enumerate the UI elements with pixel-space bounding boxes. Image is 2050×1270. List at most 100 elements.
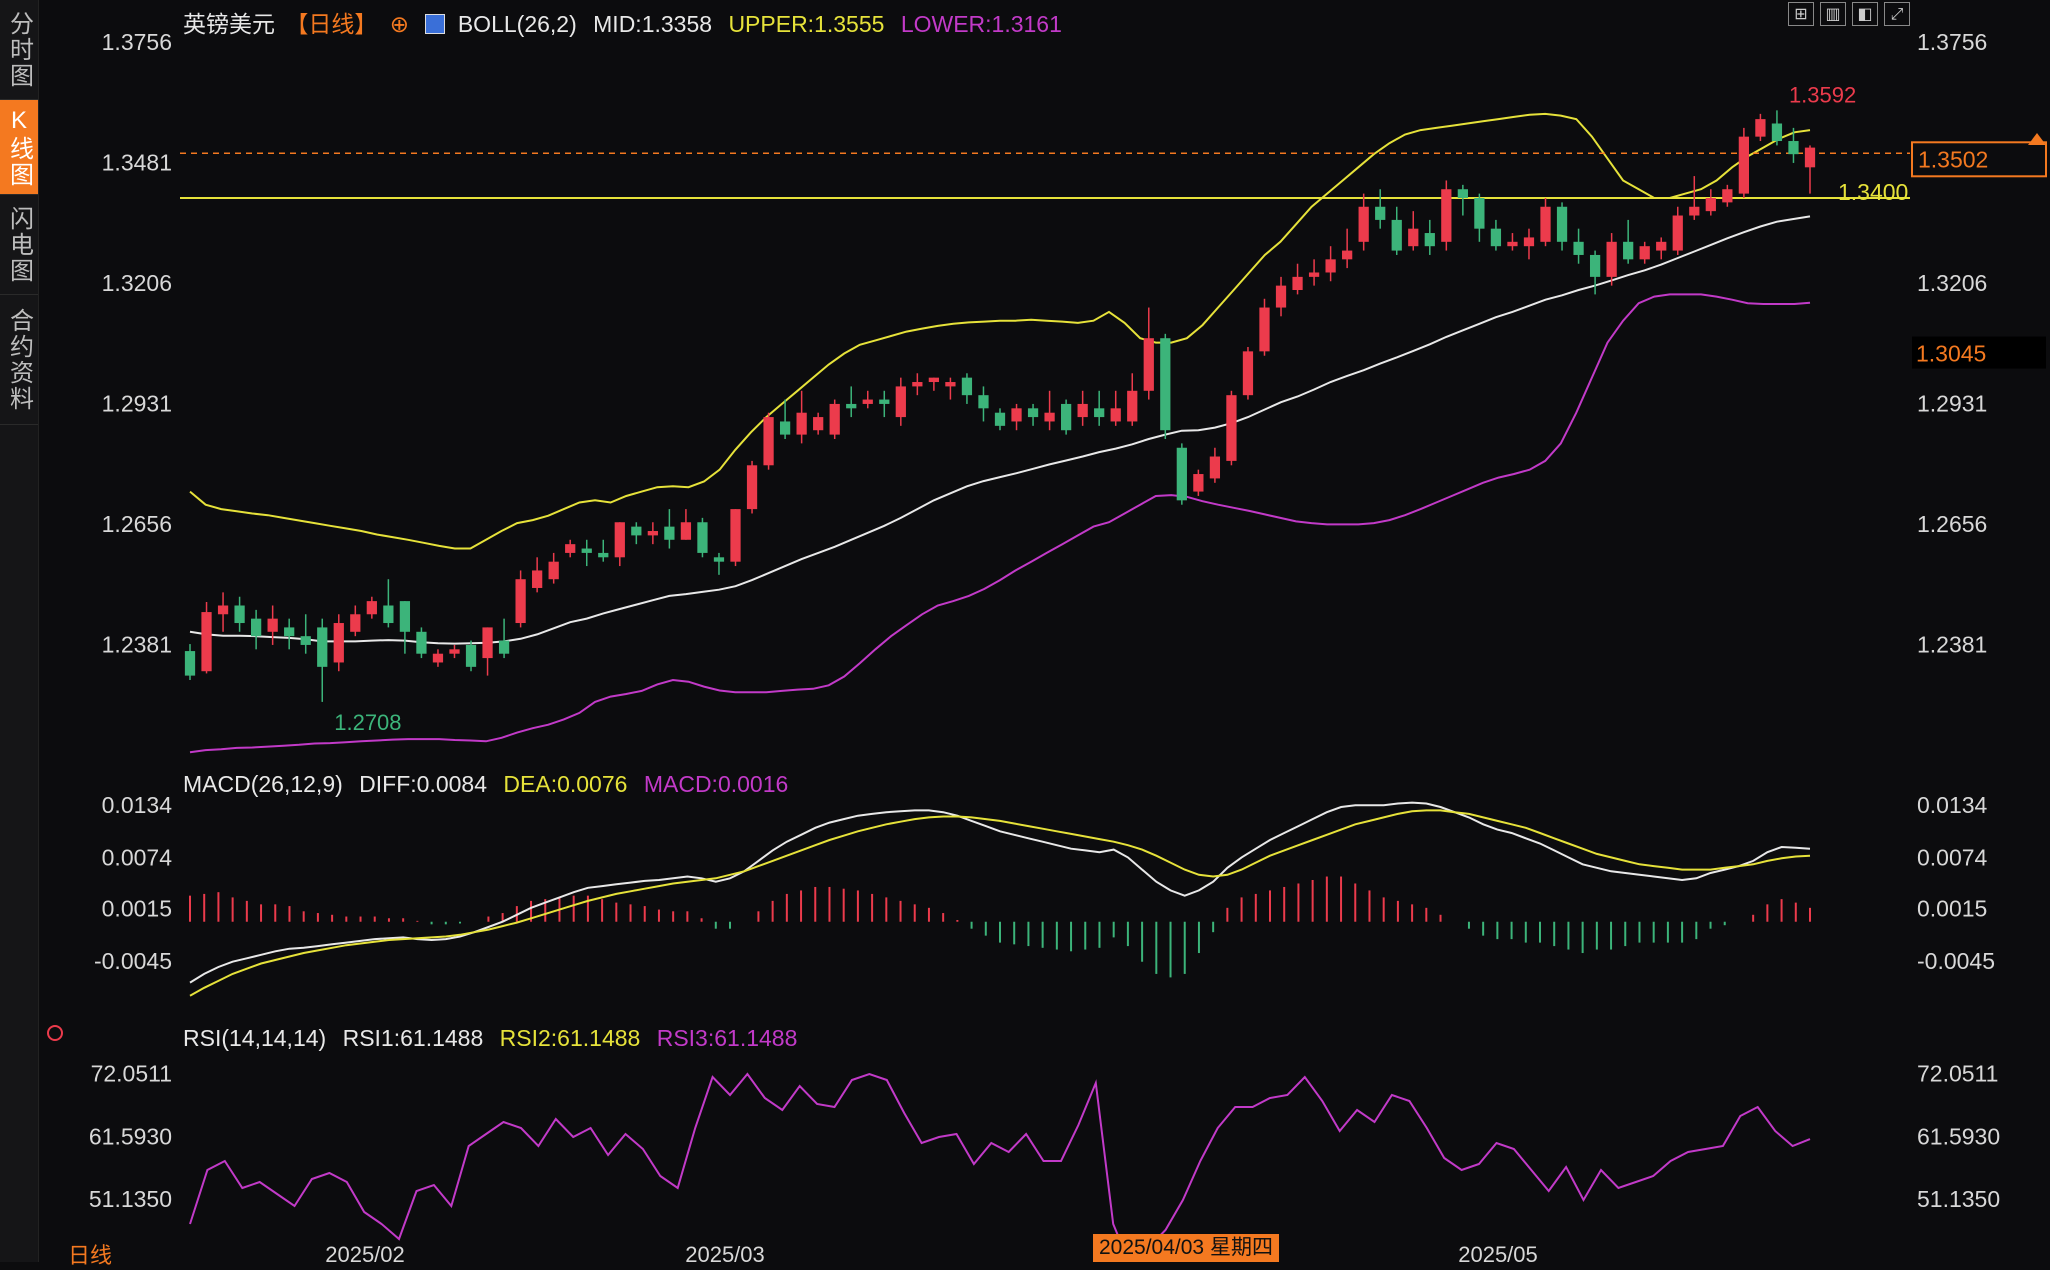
candle-body xyxy=(912,382,923,387)
candle-body xyxy=(250,618,262,637)
macd-y-tick-right: 0.0074 xyxy=(1917,844,1988,870)
rsi-label: RSI(14,14,14) xyxy=(183,1025,327,1051)
candle-body xyxy=(994,412,1006,426)
candle-body xyxy=(1705,197,1716,212)
tab-flash-chart[interactable]: 闪电图 xyxy=(0,195,38,295)
high-annotation: 1.3592 xyxy=(1789,82,1856,107)
crosshair-price-tag-box xyxy=(1912,336,2046,369)
candle-body xyxy=(879,399,890,404)
period-label[interactable]: 【日线】 xyxy=(285,11,378,37)
y-tick-left: 1.3756 xyxy=(102,29,172,55)
candle-body xyxy=(1160,338,1171,431)
y-tick-left: 1.3206 xyxy=(102,270,172,296)
macd-y-tick-right: 0.0134 xyxy=(1917,792,1988,818)
candle-body xyxy=(647,531,658,536)
candle-body xyxy=(961,377,973,396)
boll-label: BOLL(26,2) xyxy=(457,11,577,37)
rsi-y-tick-left: 61.5930 xyxy=(89,1123,172,1149)
candle-body xyxy=(697,522,708,553)
candle-body xyxy=(1804,147,1816,168)
candle-body xyxy=(1523,237,1535,247)
candle-body xyxy=(284,627,295,637)
tab-kline-chart[interactable]: K线图 xyxy=(0,100,38,195)
symbol-label: 英镑美元 xyxy=(183,11,275,37)
boll-lower: LOWER:1.3161 xyxy=(900,11,1062,37)
candle-body xyxy=(763,417,774,466)
macd-dea: DEA:0.0076 xyxy=(503,771,628,797)
macd-y-tick-right: 0.0015 xyxy=(1917,896,1987,922)
rsi-settings-icon[interactable] xyxy=(47,1025,63,1041)
indicator-icon[interactable] xyxy=(425,14,446,34)
macd-label: MACD(26,12,9) xyxy=(183,771,343,797)
split-icon[interactable]: ◧ xyxy=(1852,2,1878,26)
candle-body xyxy=(1292,276,1303,291)
y-tick-right: 1.3756 xyxy=(1917,29,1987,55)
boll-mid-line xyxy=(189,215,1811,645)
candle-body xyxy=(1639,246,1650,260)
candle-body xyxy=(779,421,791,435)
candle-body xyxy=(217,605,229,615)
y-tick-right: 1.2381 xyxy=(1917,632,1987,658)
candle-body xyxy=(333,623,344,663)
candle-body xyxy=(1209,456,1221,479)
y-tick-left: 1.2656 xyxy=(102,511,172,537)
candle-body xyxy=(1143,338,1154,391)
candle-body xyxy=(548,561,559,580)
y-tick-left: 1.2381 xyxy=(102,632,172,658)
candle-body xyxy=(631,526,642,536)
low-annotation: 1.2708 xyxy=(334,710,401,735)
candle-body xyxy=(1127,390,1138,422)
period-indicator[interactable]: 日线 xyxy=(68,1243,113,1268)
x-tick-label: 2025/05 xyxy=(1458,1242,1538,1262)
candle-body xyxy=(1060,403,1072,431)
candle-body xyxy=(565,544,576,553)
candle-body xyxy=(1176,447,1187,501)
candle-body xyxy=(416,631,427,654)
candle-body xyxy=(1325,259,1336,273)
candle-body xyxy=(1226,395,1237,461)
grid-icon[interactable]: ⊞ xyxy=(1788,2,1814,26)
candle-body xyxy=(1094,408,1105,418)
candle-body xyxy=(1656,241,1667,251)
candle-body xyxy=(713,557,725,562)
columns-icon[interactable]: ▥ xyxy=(1820,2,1846,26)
rsi-y-tick-left: 72.0511 xyxy=(91,1061,172,1087)
candle-body xyxy=(267,618,278,632)
candle-body xyxy=(1738,136,1750,194)
candle-body xyxy=(746,465,758,510)
candle-body xyxy=(201,612,212,672)
candle-body xyxy=(1441,189,1452,242)
candle-body xyxy=(846,403,857,409)
fullscreen-icon[interactable]: ⤢ xyxy=(1884,2,1910,26)
boll-upper-line xyxy=(189,112,1811,550)
macd-y-tick-left: 0.0074 xyxy=(102,844,173,870)
x-tick-label: 2025/02 xyxy=(325,1242,405,1262)
rsi1-value: RSI1:61.1488 xyxy=(342,1025,484,1051)
candle-body xyxy=(1573,241,1584,255)
crosshair-weekday: 星期四 xyxy=(1209,1236,1273,1259)
chart-toolbar: ⊞ ▥ ◧ ⤢ xyxy=(1788,2,1910,26)
candle-body xyxy=(581,548,592,553)
y-tick-right: 1.3206 xyxy=(1917,270,1987,296)
candle-body xyxy=(366,601,377,615)
candle-body xyxy=(730,509,741,562)
candle-body xyxy=(664,526,675,540)
settings-icon[interactable]: ⊕ xyxy=(389,12,410,38)
candle-body xyxy=(1788,141,1799,155)
candle-body xyxy=(829,403,840,435)
candle-body xyxy=(383,605,394,624)
boll-upper: UPPER:1.3555 xyxy=(728,11,885,37)
macd-value: MACD:0.0016 xyxy=(643,771,789,797)
candle-body xyxy=(1027,408,1039,418)
sidebar: 分时图 K线图 闪电图 合约资料 xyxy=(0,0,39,1262)
macd-diff: DIFF:0.0084 xyxy=(359,771,488,797)
rsi2-value: RSI2:61.1488 xyxy=(499,1025,641,1051)
candle-body xyxy=(1193,474,1204,492)
candle-body xyxy=(1623,241,1634,260)
tab-time-chart[interactable]: 分时图 xyxy=(0,0,38,100)
tab-contract-info[interactable]: 合约资料 xyxy=(0,295,38,425)
boll-lower-line xyxy=(189,293,1811,754)
boll-mid: MID:1.3358 xyxy=(593,11,713,37)
candle-body xyxy=(432,653,444,663)
